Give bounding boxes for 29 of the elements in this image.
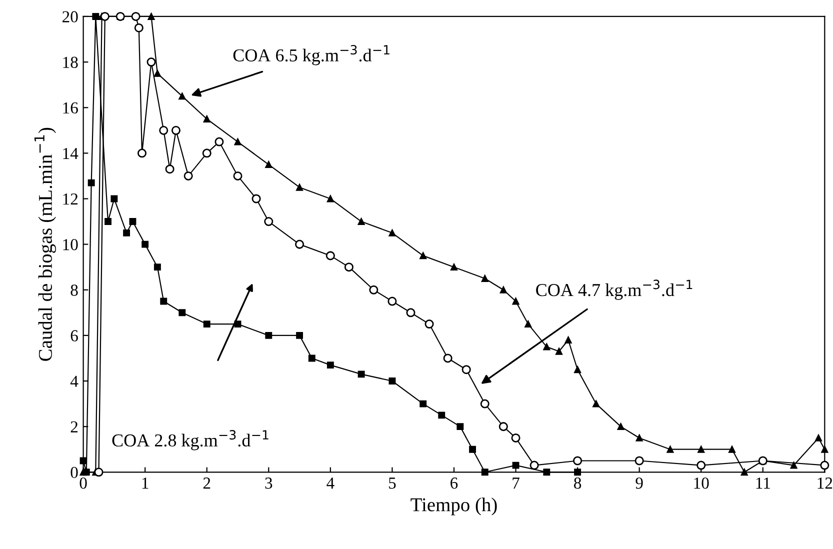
x-tick-label: 12 bbox=[818, 478, 832, 489]
y-tick-label: 12 bbox=[63, 193, 78, 205]
annotation: COA 6.5 kg.m$^{−3}$.d$^{−1}$ bbox=[233, 45, 390, 66]
y-axis-title: Caudal de biogas (mL.min$^{−1}$) bbox=[34, 128, 56, 361]
y-tick-label: 8 bbox=[70, 284, 78, 296]
x-tick-label: 7 bbox=[512, 478, 520, 489]
x-tick-label: 6 bbox=[450, 478, 458, 489]
x-tick-label: 4 bbox=[326, 478, 334, 489]
y-tick-label: 0 bbox=[70, 466, 78, 478]
y-tick-label: 14 bbox=[63, 148, 78, 159]
y-tick-label: 20 bbox=[62, 11, 78, 22]
y-tick-label: 18 bbox=[63, 56, 78, 68]
x-tick-label: 9 bbox=[636, 478, 643, 489]
y-tick-label: 2 bbox=[70, 421, 78, 432]
x-tick-label: 10 bbox=[694, 477, 709, 489]
x-tick-label: 3 bbox=[265, 478, 272, 489]
y-tick-label: 16 bbox=[63, 102, 78, 114]
x-tick-label: 2 bbox=[203, 478, 210, 489]
x-tick-label: 8 bbox=[574, 477, 582, 489]
x-tick-label: 1 bbox=[142, 478, 148, 489]
x-tick-label: 0 bbox=[80, 477, 87, 489]
y-tick-label: 4 bbox=[70, 376, 78, 387]
annotation: COA 4.7 kg.m$^{−3}$.d$^{−1}$ bbox=[536, 280, 692, 300]
x-tick-label: 5 bbox=[389, 478, 396, 489]
x-axis-title: Tiempo (h) bbox=[410, 498, 497, 516]
annotation: COA 2.8 kg.m$^{−3}$.d$^{−1}$ bbox=[112, 430, 268, 450]
x-tick-label: 11 bbox=[756, 478, 770, 489]
y-tick-label: 6 bbox=[70, 330, 78, 342]
y-tick-label: 10 bbox=[63, 239, 78, 250]
